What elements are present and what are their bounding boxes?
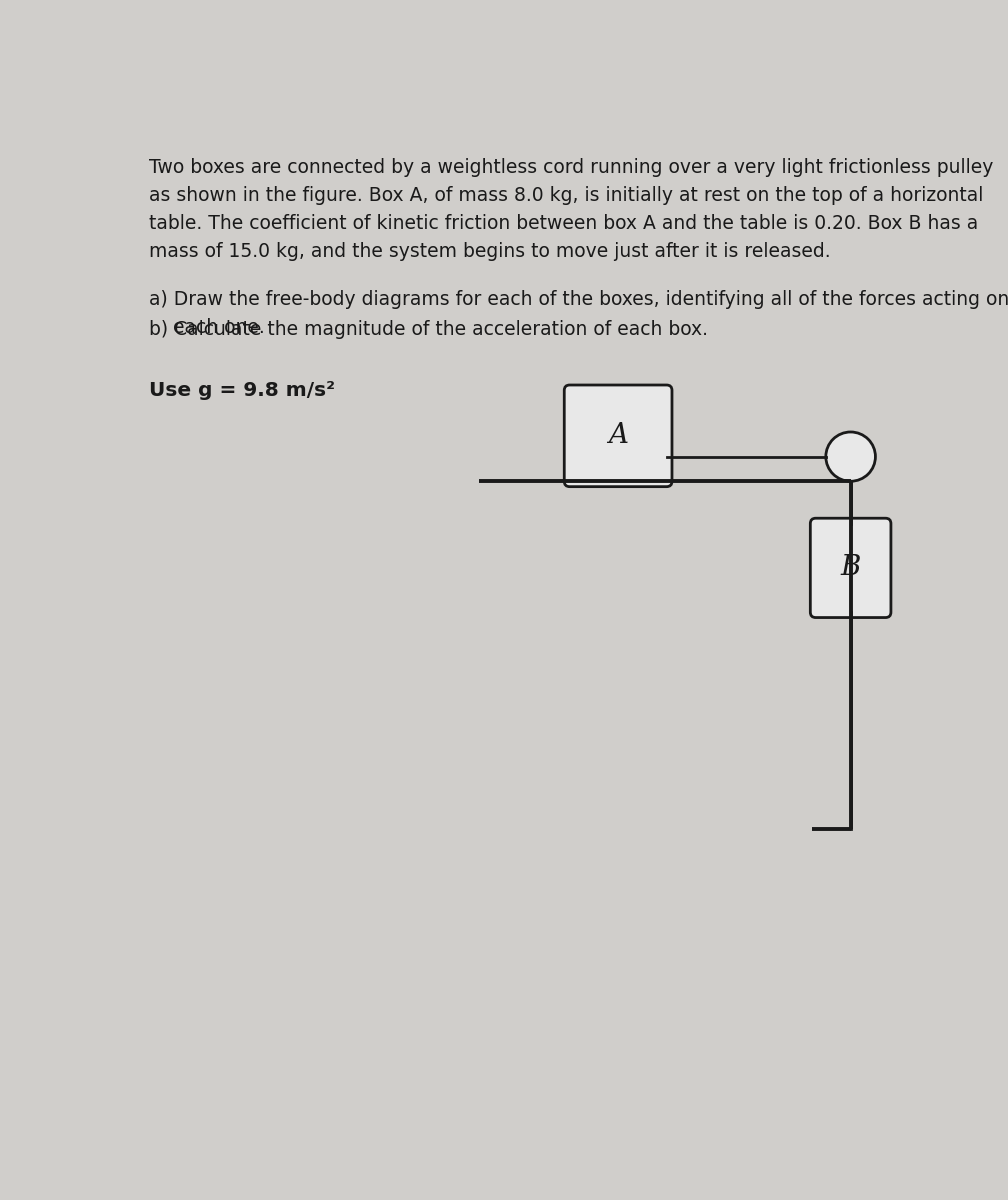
Text: mass of 15.0 kg, and the system begins to move just after it is released.: mass of 15.0 kg, and the system begins t… [149, 242, 831, 262]
Text: A: A [608, 422, 628, 449]
Text: each one.: each one. [149, 318, 265, 337]
Text: table. The coefficient of kinetic friction between box A and the table is 0.20. : table. The coefficient of kinetic fricti… [149, 214, 979, 233]
Text: Use g = 9.8 m/s²: Use g = 9.8 m/s² [149, 382, 336, 400]
FancyBboxPatch shape [564, 385, 672, 487]
Text: Two boxes are connected by a weightless cord running over a very light frictionl: Two boxes are connected by a weightless … [149, 158, 994, 176]
Text: a) Draw the free-body diagrams for each of the boxes, identifying all of the for: a) Draw the free-body diagrams for each … [149, 289, 1008, 308]
Circle shape [826, 432, 875, 481]
Text: as shown in the figure. Box A, of mass 8.0 kg, is initially at rest on the top o: as shown in the figure. Box A, of mass 8… [149, 186, 984, 205]
Text: b) Calculate the magnitude of the acceleration of each box.: b) Calculate the magnitude of the accele… [149, 320, 709, 338]
Text: B: B [841, 554, 861, 581]
FancyBboxPatch shape [810, 518, 891, 618]
